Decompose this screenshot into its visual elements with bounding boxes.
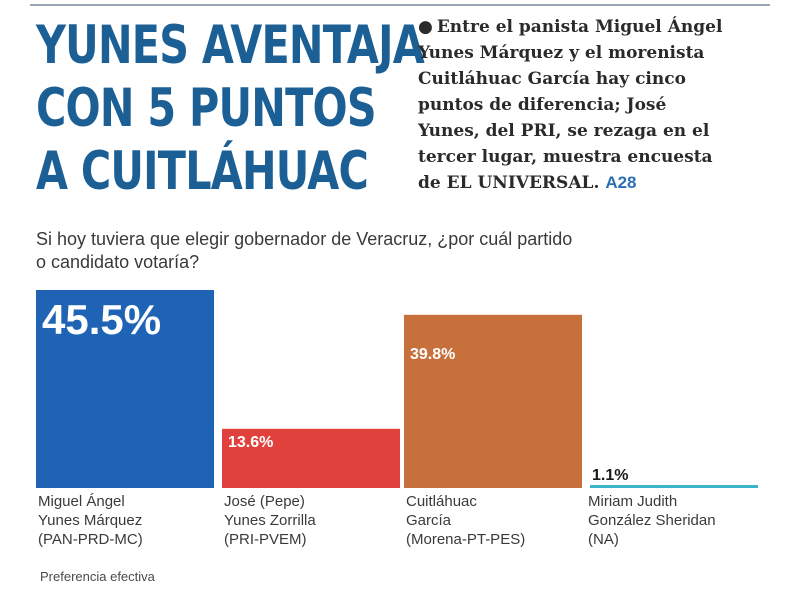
summary-line: Yunes Márquez y el morenista (418, 43, 705, 63)
bar (222, 428, 400, 488)
summary-line: Yunes, del PRI, se rezaga en el (418, 121, 710, 141)
category-label: José (Pepe) (224, 493, 305, 510)
summary-line: de EL UNIVERSAL. A28 (418, 170, 778, 196)
summary-line: Cuitláhuac García hay cinco (418, 69, 686, 89)
category-party-label: (PRI-PVEM) (224, 531, 307, 548)
chart-title: Si hoy tuviera que elegir gobernador de … (36, 228, 676, 274)
bar (590, 485, 758, 488)
category-party-label: (NA) (588, 531, 619, 548)
summary-line: puntos de diferencia; José (418, 95, 667, 115)
category-party-label: (PAN-PRD-MC) (38, 531, 143, 548)
footnote: Preferencia efectiva (40, 569, 155, 584)
category-label: Yunes Márquez (38, 512, 142, 529)
data-label: 1.1% (592, 467, 628, 484)
data-label: 45.5% (42, 296, 161, 343)
category-party-label: (Morena-PT-PES) (406, 531, 525, 548)
summary-text: ● Entre el panista Miguel Ángel Yunes Már… (418, 14, 778, 196)
chart-title-line: o candidato votaría? (36, 252, 200, 272)
data-label: 13.6% (228, 434, 273, 451)
summary-line: ● Entre el panista Miguel Ángel (418, 14, 778, 40)
bar (404, 314, 582, 488)
category-label: Cuitláhuac (406, 493, 477, 510)
category-label: González Sheridan (588, 512, 716, 529)
summary-line-text: Entre el panista Miguel Ángel (436, 17, 723, 37)
headline-line: A CUITLÁHUAC (36, 141, 369, 202)
page-reference[interactable]: A28 (605, 173, 637, 192)
chart-title-line: Si hoy tuviera que elegir gobernador de … (36, 229, 573, 249)
summary-line-text: de EL UNIVERSAL. (418, 173, 600, 193)
category-label: García (406, 512, 452, 529)
summary-line: tercer lugar, muestra encuesta (418, 147, 713, 167)
category-label: Yunes Zorrilla (224, 512, 316, 529)
bar (36, 290, 214, 488)
bullet-icon: ● (418, 17, 433, 37)
data-label: 39.8% (410, 346, 455, 363)
category-label: Miriam Judith (588, 493, 677, 510)
top-rule (30, 4, 770, 6)
category-label: Miguel Ángel (38, 493, 125, 510)
